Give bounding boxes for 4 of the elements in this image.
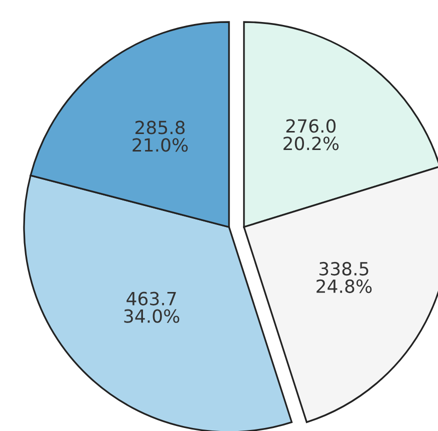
data-label: 285.8 21.0% xyxy=(132,120,188,152)
data-label: 463.7 34.0% xyxy=(124,292,180,323)
data-label: 338.5 24.8% xyxy=(316,262,372,294)
data-label: 276.0 20.2% xyxy=(284,119,339,150)
